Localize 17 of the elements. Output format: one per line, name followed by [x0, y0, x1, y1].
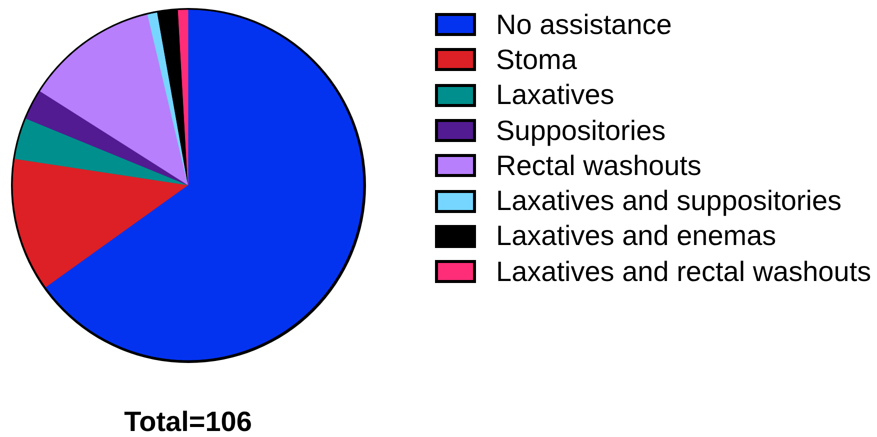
legend-label: Laxatives and suppositories — [496, 185, 842, 218]
legend-label: Rectal washouts — [496, 150, 702, 182]
pie-slice — [40, 14, 188, 186]
legend-label: Laxatives and rectal washouts — [496, 256, 872, 288]
legend-label: Laxatives — [496, 79, 614, 112]
pie-slice — [26, 90, 188, 186]
legend-label: Suppositories — [496, 114, 666, 147]
pie-slice — [46, 10, 364, 360]
text: Total=106 — [123, 406, 253, 437]
pie-slice — [157, 10, 188, 186]
pie-slice — [178, 10, 188, 186]
legend-label: Stoma — [496, 44, 577, 76]
legend-label: Laxatives and enemas — [496, 220, 776, 252]
pie-slice — [14, 118, 188, 186]
pie-slice — [147, 12, 188, 186]
pie-slice — [12, 158, 188, 288]
legend-label: No assistance — [496, 8, 672, 41]
